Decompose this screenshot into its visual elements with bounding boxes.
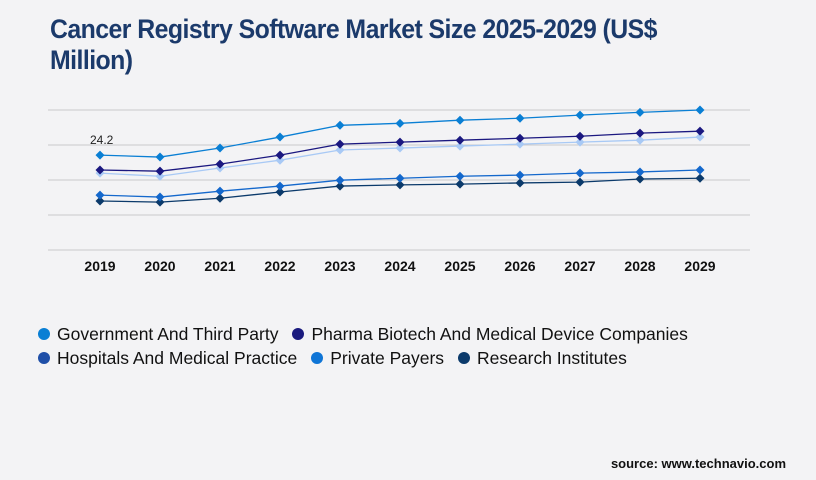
data-point xyxy=(635,174,645,184)
line-chart: 2019 2020 2021 2022 2023 2024 2025 2026 2027 2028… xyxy=(48,105,750,274)
data-point xyxy=(155,166,165,176)
data-point xyxy=(95,196,105,206)
data-point xyxy=(335,139,345,149)
data-point xyxy=(575,177,585,187)
data-point xyxy=(635,107,645,117)
data-point xyxy=(455,179,465,189)
data-point xyxy=(515,113,525,123)
data-point xyxy=(155,192,165,202)
data-point xyxy=(275,155,285,165)
data-point xyxy=(155,171,165,181)
data-point xyxy=(215,159,225,169)
x-tick-label: 2021 xyxy=(204,258,235,274)
legend-marker-icon xyxy=(458,352,471,364)
data-point xyxy=(635,135,645,145)
x-tick-label: 2026 xyxy=(504,258,535,274)
data-point xyxy=(335,175,345,185)
legend-label: Hospitals And Medical Practice xyxy=(57,347,298,368)
x-tick-label: 2029 xyxy=(684,258,715,274)
data-point xyxy=(335,181,345,191)
data-point xyxy=(455,135,465,145)
x-tick-label: 2025 xyxy=(444,258,475,274)
data-point xyxy=(695,126,705,136)
legend-label: Private Payers xyxy=(330,347,445,368)
chart-title: Cancer Registry Software Market Size 202… xyxy=(50,14,658,75)
data-point xyxy=(575,131,585,141)
legend: Government And Third Party Pharma Biotech… xyxy=(38,322,798,370)
data-label: 24.2 xyxy=(90,133,114,147)
x-tick-label: 2024 xyxy=(384,258,415,274)
x-tick-label: 2023 xyxy=(324,258,355,274)
data-point xyxy=(155,197,165,207)
data-point xyxy=(215,143,225,153)
x-tick-label: 2020 xyxy=(144,258,175,274)
data-point xyxy=(335,145,345,155)
legend-item: Hospitals And Medical Practice xyxy=(38,346,297,370)
data-point xyxy=(215,193,225,203)
x-tick-label: 2019 xyxy=(84,258,115,274)
data-point xyxy=(275,181,285,191)
x-tick-label: 2027 xyxy=(564,258,595,274)
data-point xyxy=(695,173,705,183)
data-point xyxy=(95,150,105,160)
source-text: source: www.technavio.com xyxy=(610,456,786,471)
legend-label: Government And Third Party xyxy=(57,323,279,344)
data-point xyxy=(455,171,465,181)
data-point xyxy=(575,110,585,120)
data-point xyxy=(575,168,585,178)
legend-label: Research Institutes xyxy=(477,347,627,368)
data-point xyxy=(515,170,525,180)
data-point xyxy=(695,132,705,142)
data-point xyxy=(515,139,525,149)
data-point xyxy=(395,143,405,153)
data-point xyxy=(455,115,465,125)
legend-item: Pharma Biotech And Medical Device Compan… xyxy=(292,322,688,346)
data-point xyxy=(215,186,225,196)
data-point xyxy=(395,118,405,128)
legend-marker-icon xyxy=(38,328,50,340)
legend-marker-icon xyxy=(38,352,50,364)
data-point xyxy=(695,105,705,115)
data-point xyxy=(695,165,705,175)
data-point xyxy=(635,128,645,138)
legend-item: Private Payers xyxy=(311,346,444,370)
legend-marker-icon xyxy=(292,328,305,340)
data-point xyxy=(155,152,165,162)
legend-item: Government And Third Party xyxy=(38,322,278,346)
data-point xyxy=(515,178,525,188)
x-tick-label: 2022 xyxy=(264,258,295,274)
x-tick-label: 2028 xyxy=(624,258,655,274)
legend-item: Research Institutes xyxy=(458,346,627,370)
data-point xyxy=(275,187,285,197)
data-point xyxy=(275,132,285,142)
legend-marker-icon xyxy=(311,352,324,364)
data-point xyxy=(95,165,105,175)
data-point xyxy=(455,141,465,151)
data-point xyxy=(515,133,525,143)
data-point xyxy=(635,167,645,177)
data-point xyxy=(95,190,105,200)
data-point xyxy=(335,120,345,130)
data-point xyxy=(395,173,405,183)
data-point xyxy=(575,137,585,147)
data-point xyxy=(275,150,285,160)
data-point xyxy=(395,180,405,190)
legend-label: Pharma Biotech And Medical Device Compan… xyxy=(311,323,688,344)
data-point xyxy=(395,137,405,147)
